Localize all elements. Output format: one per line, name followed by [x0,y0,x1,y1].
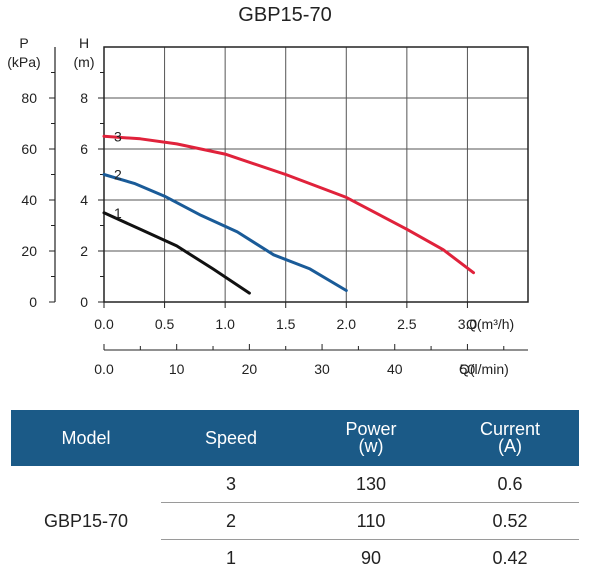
current-cell: 0.52 [441,502,579,540]
head-axis-label: H [79,35,89,51]
speed-cell: 3 [161,466,301,503]
y-tick-label: 6 [80,141,88,157]
speed-header-text: Speed [204,427,258,448]
speed-header: Speed [161,410,301,466]
pressure-axis-unit: (kPa) [7,54,40,70]
x2-tick-label: 20 [242,361,258,377]
series-lines [102,134,475,295]
y-tick-label: 0 [80,294,88,310]
x2-axis-label: Q(l/min) [459,361,509,377]
head-axis-unit: (m) [74,54,95,70]
speed-cell: 1 [225,547,236,568]
series-label-3: 3 [114,128,122,144]
x2-tick-label: 50 [460,361,476,377]
x-tick-label: 0.5 [155,316,175,332]
speed-cell: 2 [161,502,301,540]
pressure-tick-label: 80 [21,90,37,106]
speed-1-curve [102,211,251,295]
pressure-tick-label: 20 [21,243,37,259]
power-header-text: Power [345,419,397,439]
x-axis-label: Q(m³/h) [466,316,514,332]
x-tick-label: 0.0 [94,316,114,332]
pressure-axis-label: P [19,35,28,51]
table-row: 1 90 0.42 [11,540,579,577]
model-header: Model [11,410,161,466]
current-cell: 0.6 [441,466,579,503]
grid [104,47,528,302]
table-row: 2 110 0.52 [11,502,579,540]
x-tick-label: 2.5 [397,316,417,332]
power-header-unit: (w) [358,436,384,456]
table-row: GBP15-70 3 130 0.6 [11,466,579,531]
axes [49,46,529,351]
pressure-tick-label: 0 [29,294,37,310]
power-cell: 90 [360,547,382,568]
x2-tick-label: 30 [314,361,330,377]
series-label-2: 2 [114,167,122,183]
current-cell: 0.42 [492,547,528,568]
power-header: Power (w) [301,410,441,466]
x-tick-label: 1.5 [276,316,296,332]
spec-table: Model Speed Power (w) Current (A) GBP15-70… [11,410,579,576]
y-tick-label: 4 [80,192,88,208]
current-header-unit: (A) [498,436,522,456]
power-cell: 130 [301,466,441,503]
chart-title: GBP15-70 [238,4,331,26]
current-header: Current (A) [441,410,579,466]
x2-tick-label: 10 [169,361,185,377]
pressure-tick-label: 60 [21,141,37,157]
model-header-text: Model [61,427,111,448]
model-cell: GBP15-70 [43,510,129,531]
performance-chart: GBP15-70 P (kPa) H (m) 024680204060800.0… [7,4,529,377]
x-tick-label: 1.0 [215,316,235,332]
x-tick-label: 2.0 [337,316,357,332]
x2-tick-label: 0.0 [94,361,114,377]
plot-frame [103,46,529,303]
current-header-text: Current [479,419,541,439]
power-cell: 110 [301,502,441,540]
series-label-1: 1 [114,205,122,221]
y-tick-label: 2 [80,243,88,259]
speed-3-curve [102,134,475,275]
speed-2-curve [102,173,348,292]
table-header-row: Model Speed Power (w) Current (A) [11,410,579,466]
x-tick-label: 3.0 [458,316,478,332]
pressure-tick-label: 40 [21,192,37,208]
x2-tick-label: 40 [387,361,403,377]
y-tick-label: 8 [80,90,88,106]
